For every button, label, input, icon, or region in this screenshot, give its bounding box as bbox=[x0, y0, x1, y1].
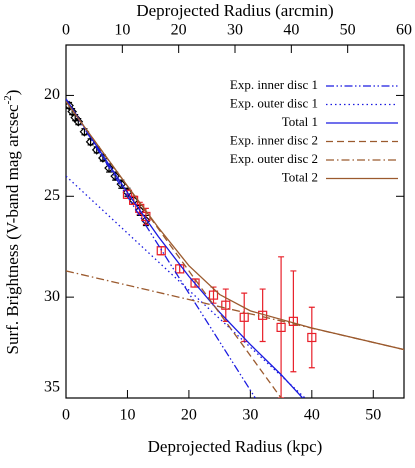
legend-label: Total 1 bbox=[282, 114, 318, 129]
line bbox=[66, 101, 404, 351]
marker bbox=[208, 290, 219, 300]
x-tick-label: 30 bbox=[242, 407, 258, 424]
legend-label: Total 2 bbox=[282, 169, 318, 184]
top-tick-label: 10 bbox=[114, 22, 130, 39]
legend-label: Exp. inner disc 1 bbox=[230, 77, 318, 92]
x-tick-label: 10 bbox=[119, 407, 135, 424]
plot-area bbox=[66, 98, 404, 398]
top-tick-label: 50 bbox=[340, 22, 356, 39]
legend-label: Exp. outer disc 1 bbox=[230, 95, 318, 110]
marker bbox=[190, 278, 200, 288]
error-bar bbox=[290, 270, 297, 373]
line bbox=[66, 175, 306, 398]
error-bar bbox=[259, 288, 266, 343]
marker bbox=[66, 100, 74, 111]
x-tick-label: 20 bbox=[181, 407, 197, 424]
x-tick-label: 0 bbox=[62, 407, 70, 424]
marker bbox=[276, 322, 286, 332]
y-tick-label: 20 bbox=[44, 86, 60, 103]
line bbox=[66, 99, 256, 398]
error-bar bbox=[308, 306, 315, 369]
marker bbox=[67, 106, 77, 117]
top-tick-label: 30 bbox=[227, 22, 243, 39]
line bbox=[66, 98, 304, 398]
top-tick-label: 40 bbox=[283, 22, 299, 39]
top-axis-label: Deprojected Radius (arcmin) bbox=[136, 1, 333, 20]
marker bbox=[156, 246, 166, 256]
y-label-text: Surf. Brightness (V-band mag arcsec bbox=[3, 104, 22, 355]
x-tick-label: 40 bbox=[304, 407, 320, 424]
y-label-sup: -2 bbox=[2, 95, 14, 104]
y-label-end: ) bbox=[3, 90, 22, 96]
y-tick-label: 25 bbox=[44, 187, 60, 204]
marker bbox=[221, 300, 231, 310]
marker bbox=[239, 312, 249, 322]
marker bbox=[104, 163, 114, 173]
line bbox=[66, 270, 404, 351]
top-tick-label: 0 bbox=[62, 22, 70, 39]
y-tick-label: 30 bbox=[44, 288, 60, 305]
y-tick-label: 35 bbox=[44, 379, 60, 396]
legend-label: Exp. inner disc 2 bbox=[230, 132, 318, 147]
error-bar bbox=[241, 292, 248, 343]
x-tick-label: 50 bbox=[365, 407, 381, 424]
marker bbox=[122, 189, 133, 199]
legend-label: Exp. outer disc 2 bbox=[230, 151, 318, 166]
x-axis-label: Deprojected Radius (kpc) bbox=[148, 437, 323, 456]
marker bbox=[110, 171, 121, 181]
marker bbox=[307, 332, 317, 343]
y-axis-label: Surf. Brightness (V-band mag arcsec-2) bbox=[2, 90, 22, 355]
top-tick-label: 60 bbox=[396, 22, 412, 39]
marker bbox=[73, 116, 84, 127]
top-tick-label: 20 bbox=[171, 22, 187, 39]
